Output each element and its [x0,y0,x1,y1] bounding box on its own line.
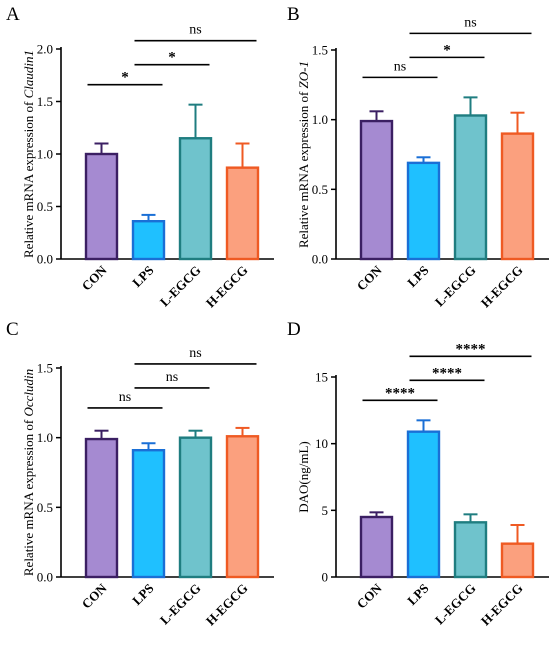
significance-label: **** [385,385,415,401]
bar-h-egcg [225,166,260,261]
bar-lps [406,161,441,261]
x-tick-label: H-EGCG [478,581,526,629]
significance-label: ns [119,390,131,405]
y-tick-label: 2.0 [37,42,53,57]
x-tick-label: CON [79,580,110,611]
y-axis-label: Relative mRNA expression of Occludin [21,369,36,576]
significance-label: **** [456,341,486,357]
y-tick-label: 0.0 [37,570,53,585]
significance-label: * [121,70,129,86]
y-axis-label-text: DAO(ng/mL) [296,441,311,513]
y-tick-label: 15 [315,370,328,385]
bar-lps [131,219,166,261]
y-axis-label: DAO(ng/mL) [296,441,311,513]
y-tick-label: 0 [322,570,329,585]
bar-lps [406,430,441,579]
panel-letter: C [6,319,19,340]
panel-letter: A [6,4,20,25]
y-tick-label: 1.0 [312,112,328,127]
bar-h-egcg [500,542,535,579]
significance-label: ns [394,59,406,74]
significance-label: * [168,50,176,66]
y-axis-label-gene: Occludin [21,369,36,417]
y-tick-label: 1.0 [37,147,53,162]
significance-label: ns [189,346,201,361]
bar-con [84,437,119,579]
y-tick-label: 5 [322,503,329,518]
bar-l-egcg [178,436,213,579]
y-tick-label: 1.0 [37,430,53,445]
y-tick-label: 10 [315,436,328,451]
y-axis-label-gene: Claudin1 [21,50,36,98]
y-tick-label: 0.0 [312,252,328,267]
significance-label: ns [464,15,476,30]
y-axis-label: Relative mRNA expression of ZO-1 [296,61,311,248]
bar-l-egcg [178,137,213,261]
significance-label: ns [166,370,178,385]
y-tick-label: 0.5 [37,199,53,214]
bar-h-egcg [225,435,260,579]
panel-D: D DAO(ng/mL) 0 5 10 15 CON LPS L-EGCG H-EGCG **** *… [287,319,549,628]
bar-con [359,515,394,579]
x-tick-label: L-EGCG [432,263,479,310]
x-tick-label: CON [354,262,385,293]
y-tick-label: 0.5 [37,500,53,515]
x-tick-label: L-EGCG [157,263,204,310]
x-tick-label: L-EGCG [157,581,204,628]
x-tick-label: H-EGCG [203,581,251,629]
significance-label: **** [432,365,462,381]
x-tick-label: L-EGCG [432,581,479,628]
y-tick-label: 0.0 [37,252,53,267]
y-tick-label: 1.5 [37,94,53,109]
y-axis-label-gene: ZO-1 [296,61,311,88]
bar-l-egcg [453,114,488,261]
x-tick-label: LPS [129,263,156,290]
panel-letter: B [287,4,300,25]
y-tick-label: 0.5 [312,182,328,197]
y-axis-label: Relative mRNA expression of Claudin1 [21,50,36,258]
x-tick-label: H-EGCG [203,263,251,311]
y-tick-label: 1.5 [37,361,53,376]
bar-h-egcg [500,132,535,261]
significance-label: * [443,42,451,58]
x-tick-label: LPS [129,581,156,608]
y-axis-label-text: Relative mRNA expression of [21,417,36,577]
y-axis-label-text: Relative mRNA expression of [296,88,311,248]
x-tick-label: CON [79,262,110,293]
bar-l-egcg [453,521,488,579]
x-tick-label: LPS [404,581,431,608]
panel-letter: D [287,319,301,340]
x-tick-label: H-EGCG [478,263,526,311]
x-tick-label: LPS [404,263,431,290]
x-tick-label: CON [354,580,385,611]
bar-lps [131,449,166,579]
significance-label: ns [189,23,201,38]
y-tick-label: 1.5 [312,43,328,58]
bar-con [84,152,119,261]
bar-con [359,119,394,261]
y-axis-label-text: Relative mRNA expression of [21,98,36,258]
